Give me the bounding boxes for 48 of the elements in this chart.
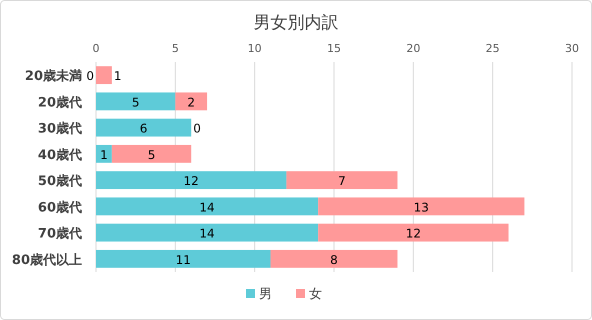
data-label: 6 xyxy=(140,122,148,136)
data-label: 1 xyxy=(100,148,108,162)
y-tick-label: 40歳代 xyxy=(38,148,82,163)
legend-label: 女 xyxy=(309,287,322,302)
data-label: 2 xyxy=(187,95,196,110)
bar xyxy=(96,224,318,242)
y-tick-label: 30歳代 xyxy=(38,122,82,137)
bar xyxy=(96,250,271,268)
x-tick-label: 20 xyxy=(406,42,420,55)
y-tick-label: 80歳代以上 xyxy=(12,252,82,268)
data-label: 0 xyxy=(86,69,94,84)
x-tick-label: 15 xyxy=(327,42,341,55)
legend-label: 男 xyxy=(259,287,272,302)
data-label: 13 xyxy=(414,200,429,214)
bar xyxy=(175,92,208,110)
bar xyxy=(286,171,398,190)
y-tick-label: 70歳代 xyxy=(38,226,82,242)
data-label: 1 xyxy=(114,69,122,84)
x-tick-label: 25 xyxy=(486,42,500,55)
data-label: 12 xyxy=(184,174,199,188)
data-label: 12 xyxy=(406,226,421,241)
data-label: 5 xyxy=(132,95,140,110)
bar xyxy=(96,197,318,216)
data-label: 14 xyxy=(199,200,215,214)
data-label: 11 xyxy=(176,252,191,267)
bar xyxy=(96,144,112,163)
x-tick-label: 0 xyxy=(92,42,100,55)
x-tick-label: 30 xyxy=(565,42,579,55)
y-tick-label: 60歳代 xyxy=(38,200,82,216)
bar xyxy=(96,118,192,137)
x-tick-label: 10 xyxy=(248,42,262,55)
bar xyxy=(318,197,524,216)
data-label: 7 xyxy=(338,174,346,188)
data-label: 8 xyxy=(330,252,338,267)
bar xyxy=(270,250,398,268)
bar xyxy=(96,92,176,110)
chart-title: 男女別内訳 xyxy=(254,13,338,33)
y-tick-label: 20歳代 xyxy=(38,95,82,110)
y-tick-label: 20歳未満 xyxy=(24,69,82,84)
x-tick-label: 5 xyxy=(172,42,179,55)
bar xyxy=(318,224,509,242)
bar xyxy=(96,171,286,190)
data-label: 14 xyxy=(199,226,215,241)
data-label: 5 xyxy=(148,148,156,162)
bar xyxy=(112,144,192,163)
bar xyxy=(96,66,112,84)
y-tick-label: 50歳代 xyxy=(38,174,82,190)
data-label: 0 xyxy=(193,122,201,136)
